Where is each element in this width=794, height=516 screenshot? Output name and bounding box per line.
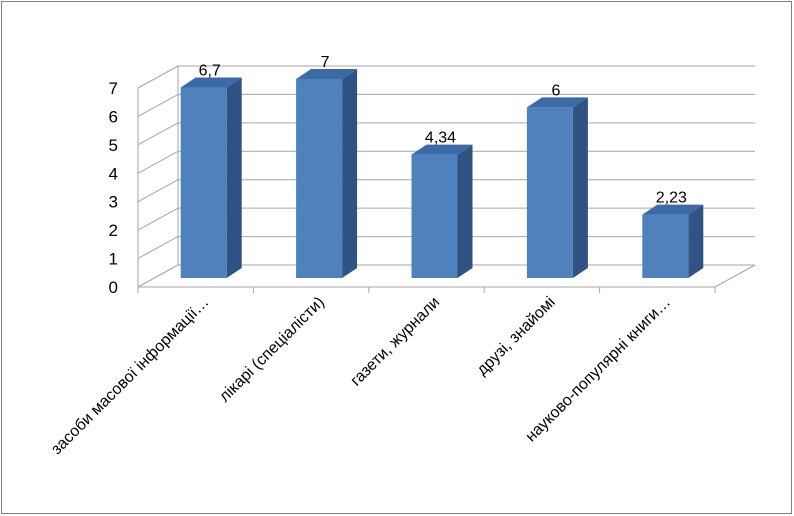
category-label: друзі, знайомі: [474, 294, 559, 379]
wall-gridline: [137, 264, 179, 288]
wall-gridline: [137, 122, 179, 146]
y-tick-label: 2: [109, 221, 118, 240]
y-tick-label: 7: [109, 79, 118, 98]
category-label: засоби масової інформації…: [48, 294, 212, 458]
bar: [526, 107, 573, 278]
wall-gridline: [137, 65, 179, 89]
bar: [296, 79, 343, 278]
wall-gridline: [137, 93, 179, 117]
category-label: лікарі (спеціалісти): [216, 294, 328, 406]
y-tick-label: 0: [109, 278, 118, 297]
data-label: 6,7: [199, 63, 221, 80]
bar-top: [180, 77, 242, 88]
wall-gridline: [137, 179, 179, 203]
y-tick-label: 3: [109, 193, 118, 212]
wall-gridline: [137, 236, 179, 260]
bar-side: [572, 97, 588, 278]
y-tick-label: 6: [109, 107, 118, 126]
data-label: 4,34: [425, 130, 456, 147]
category-label: газети, журнали: [348, 294, 444, 390]
data-label: 6: [551, 82, 560, 99]
bar-side: [226, 77, 242, 279]
bar-top: [411, 144, 473, 155]
data-label: 2,23: [656, 190, 687, 207]
bar: [642, 214, 689, 278]
bar-top: [526, 97, 588, 108]
y-tick-label: 5: [109, 136, 118, 155]
bar: [180, 87, 227, 279]
bar: [411, 154, 458, 278]
bar-side: [342, 69, 358, 278]
bar-top: [296, 69, 358, 79]
bar-top: [642, 204, 704, 215]
data-label: 7: [321, 54, 330, 71]
y-tick-label: 1: [109, 250, 118, 269]
y-tick-label: 4: [109, 164, 118, 183]
wall-gridline: [137, 150, 179, 174]
wall-gridline: [137, 207, 179, 231]
bar-side: [688, 204, 704, 278]
bar-side: [457, 144, 473, 278]
